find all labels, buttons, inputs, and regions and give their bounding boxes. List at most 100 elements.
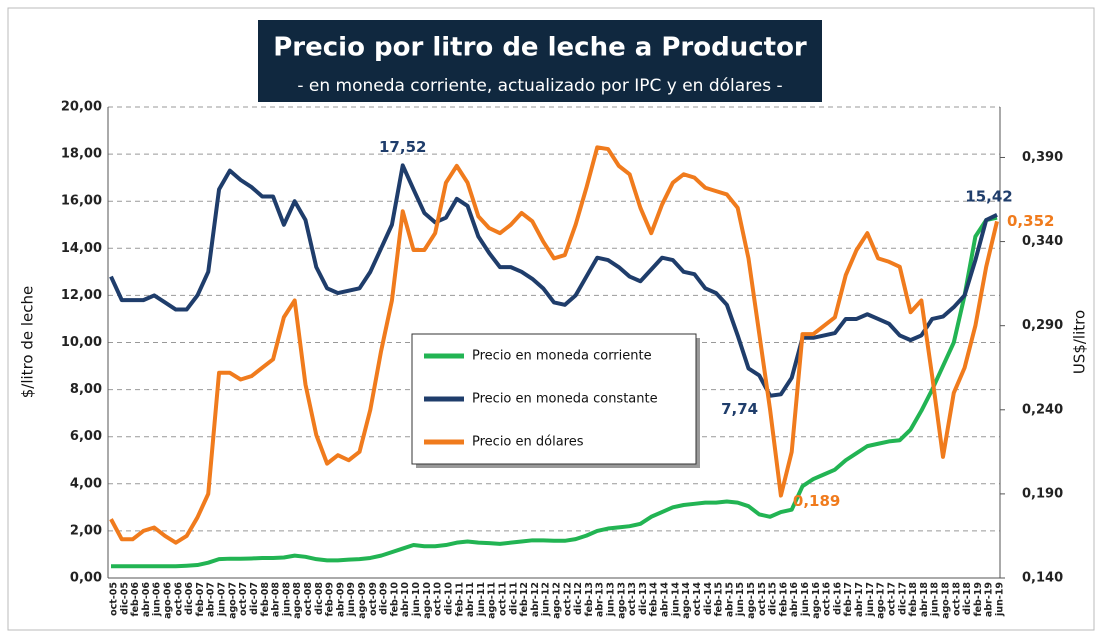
x-tick-label: dic-13	[638, 582, 649, 615]
x-tick-label: abr-17	[854, 582, 865, 617]
x-tick-label: jun-16	[800, 582, 811, 617]
y-tick-label: 6,00	[70, 429, 102, 444]
x-tick-label: oct-14	[692, 582, 703, 616]
x-tick-label: dic-09	[379, 582, 390, 615]
x-tick-label: ago-18	[940, 582, 951, 619]
x-tick-label: feb-13	[584, 582, 595, 617]
x-tick-label: dic-16	[832, 582, 843, 615]
y-tick-label: 4,00	[70, 476, 102, 491]
title-box	[258, 20, 822, 102]
chart-frame	[7, 7, 1095, 631]
data-label: 0,189	[793, 492, 840, 510]
x-tick-label: dic-11	[508, 582, 519, 615]
legend-label: Precio en moneda constante	[472, 392, 658, 407]
legend-label: Precio en moneda corriente	[472, 349, 652, 364]
x-tick-label: ago-17	[876, 582, 887, 619]
x-tick-label: feb-18	[908, 582, 919, 617]
legend-label: Precio en dólares	[472, 435, 584, 450]
y-axis-label: $/litro de leche	[19, 286, 37, 399]
x-tick-label: abr-15	[724, 582, 735, 617]
x-tick-label: abr-10	[400, 582, 411, 617]
x-tick-label: ago-09	[357, 582, 368, 619]
y2-tick-label: 0,190	[1022, 486, 1063, 501]
x-tick-label: jun-14	[670, 582, 681, 617]
x-tick-label: oct-17	[886, 582, 897, 616]
x-tick-label: ago-12	[552, 582, 563, 619]
y2-tick-label: 0,240	[1022, 402, 1063, 417]
x-tick-label: abr-16	[789, 582, 800, 617]
x-tick-label: dic-17	[897, 582, 908, 615]
series-line	[109, 145, 999, 545]
x-tick-label: jun-10	[411, 582, 422, 617]
x-tick-label: ago-11	[487, 582, 498, 619]
x-tick-label: oct-09	[368, 582, 379, 616]
x-tick-label: feb-09	[325, 582, 336, 617]
x-tick-label: feb-19	[973, 582, 984, 617]
y-tick-label: 12,00	[61, 288, 102, 303]
x-tick-label: feb-16	[778, 582, 789, 617]
x-tick-label: oct-18	[951, 582, 962, 616]
x-tick-label: feb-14	[649, 582, 660, 617]
x-tick-label: oct-12	[562, 582, 573, 616]
x-tick-label: dic-08	[314, 582, 325, 615]
y-tick-label: 20,00	[61, 100, 102, 115]
x-tick-label: jun-09	[346, 582, 357, 617]
x-tick-label: abr-07	[206, 582, 217, 617]
x-tick-label: jun-12	[541, 582, 552, 617]
x-tick-label: jun-19	[995, 582, 1006, 617]
x-tick-label: abr-08	[271, 582, 282, 617]
x-tick-label: abr-14	[660, 582, 671, 617]
x-tick-label: oct-11	[497, 582, 508, 616]
x-tick-label: jun-17	[865, 582, 876, 617]
x-tick-label: jun-13	[606, 582, 617, 617]
data-label: 15,42	[965, 187, 1012, 205]
x-tick-label: abr-11	[465, 582, 476, 617]
x-tick-label: oct-16	[822, 582, 833, 616]
x-tick-label: dic-14	[703, 582, 714, 615]
y2-tick-label: 0,340	[1022, 234, 1063, 249]
x-tick-label: ago-13	[616, 582, 627, 619]
y2-tick-label: 0,290	[1022, 318, 1063, 333]
chart-subtitle: - en moneda corriente, actualizado por I…	[297, 76, 782, 96]
x-tick-label: ago-08	[292, 582, 303, 619]
x-tick-label: oct-10	[433, 582, 444, 616]
x-tick-label: dic-06	[184, 582, 195, 615]
x-tick-label: feb-17	[843, 582, 854, 617]
x-tick-label: jun-18	[930, 582, 941, 617]
y-tick-label: 18,00	[61, 147, 102, 162]
x-tick-label: ago-07	[227, 582, 238, 619]
y2-tick-label: 0,140	[1022, 571, 1063, 586]
y2-axis-label: US$/litro	[1071, 310, 1089, 374]
chart-title: Precio por litro de leche a Productor	[273, 33, 807, 63]
x-tick-label: abr-19	[984, 582, 995, 617]
x-tick-label: jun-06	[152, 582, 163, 617]
x-tick-label: abr-09	[335, 582, 346, 617]
x-tick-label: dic-15	[768, 582, 779, 615]
x-tick-label: feb-08	[260, 582, 271, 617]
x-tick-label: abr-12	[530, 582, 541, 617]
x-tick-label: oct-06	[173, 582, 184, 616]
x-tick-label: dic-07	[249, 582, 260, 615]
y-tick-label: 2,00	[70, 523, 102, 538]
x-tick-label: feb-12	[519, 582, 530, 617]
data-label: 0,352	[1007, 212, 1054, 230]
x-tick-label: ago-16	[811, 582, 822, 619]
series-line	[111, 215, 998, 569]
x-tick-label: jun-08	[281, 582, 292, 617]
x-tick-label: ago-10	[422, 582, 433, 619]
series-line	[109, 163, 998, 398]
x-tick-label: ago-15	[746, 582, 757, 619]
x-tick-label: jun-11	[476, 582, 487, 617]
y-tick-label: 10,00	[61, 335, 102, 350]
x-tick-label: feb-15	[714, 582, 725, 617]
x-tick-label: feb-10	[389, 582, 400, 617]
y2-tick-label: 0,390	[1022, 150, 1063, 165]
x-tick-label: feb-11	[454, 582, 465, 617]
x-tick-label: jun-07	[217, 582, 228, 617]
x-tick-label: dic-10	[443, 582, 454, 615]
data-label: 17,52	[379, 138, 426, 156]
x-tick-label: oct-07	[238, 582, 249, 616]
y-tick-label: 0,00	[70, 571, 102, 586]
y-tick-label: 8,00	[70, 382, 102, 397]
